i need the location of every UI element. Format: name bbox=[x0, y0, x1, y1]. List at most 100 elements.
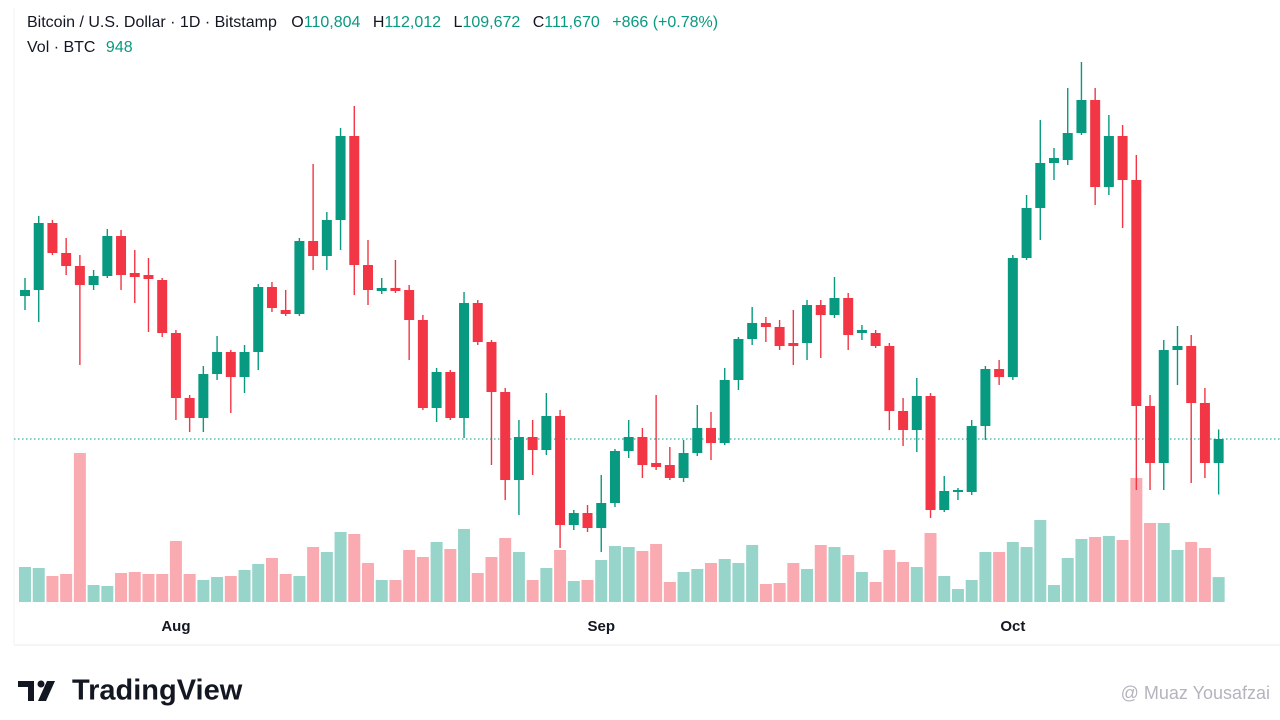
volume-bar bbox=[87, 585, 100, 602]
candle-body bbox=[952, 490, 963, 492]
ohlc-value: 110,804 bbox=[304, 14, 361, 31]
x-tick-label: Sep bbox=[587, 618, 615, 635]
candle-body bbox=[212, 352, 223, 374]
volume-bar bbox=[1198, 548, 1211, 602]
volume-bar bbox=[1048, 585, 1060, 602]
ohlc-key: O bbox=[291, 14, 303, 31]
volume-bar bbox=[156, 574, 169, 602]
candle-body bbox=[294, 241, 305, 314]
volume-bar bbox=[595, 560, 608, 602]
volume-bar bbox=[608, 546, 621, 602]
candle-body bbox=[939, 491, 950, 510]
volume-bar bbox=[389, 580, 402, 602]
volume-bar bbox=[705, 563, 717, 602]
volume-bar bbox=[636, 551, 649, 602]
candle-body bbox=[898, 411, 909, 430]
volume-bar bbox=[238, 570, 251, 602]
volume-bar bbox=[883, 550, 896, 602]
candle-body bbox=[829, 298, 840, 315]
logo-icon bbox=[18, 680, 55, 701]
candle-body bbox=[61, 253, 72, 266]
volume-bar bbox=[1130, 478, 1143, 602]
volume-bar bbox=[746, 545, 759, 602]
volume-bar bbox=[924, 533, 937, 602]
candle-body bbox=[321, 220, 332, 256]
candle-body bbox=[33, 223, 44, 290]
volume-bar bbox=[60, 574, 73, 602]
candle-body bbox=[747, 323, 758, 339]
volume-bar bbox=[787, 563, 800, 602]
candle-body bbox=[500, 392, 511, 480]
candle-body bbox=[472, 303, 483, 342]
watermark: @ Muaz Yousafzai bbox=[1121, 683, 1270, 703]
volume-value: 948 bbox=[106, 39, 133, 56]
x-tick-label: Oct bbox=[1000, 618, 1025, 635]
volume-bar bbox=[224, 576, 237, 602]
volume-bar bbox=[1034, 520, 1047, 602]
volume-bar bbox=[773, 583, 786, 602]
candle-body bbox=[431, 372, 442, 408]
candle-body bbox=[170, 333, 181, 398]
candle-body bbox=[129, 273, 140, 277]
candle-body bbox=[225, 352, 236, 377]
volume-bar bbox=[526, 580, 539, 602]
candle-body bbox=[20, 290, 30, 296]
candle-body bbox=[376, 288, 387, 291]
candle-body bbox=[870, 333, 881, 346]
volume-bar bbox=[101, 586, 114, 602]
candle-body bbox=[1145, 406, 1156, 463]
ohlc-value: 109,672 bbox=[462, 14, 520, 31]
candle-body bbox=[1199, 403, 1210, 463]
volume-bar bbox=[1102, 536, 1115, 602]
candle-body bbox=[1049, 158, 1059, 163]
candle-body bbox=[349, 136, 360, 265]
candle-body bbox=[609, 451, 620, 503]
chart-header: Bitcoin / U.S. Dollar · 1D · Bitstamp O1… bbox=[27, 14, 718, 31]
volume-bar bbox=[19, 567, 31, 602]
candle-body bbox=[239, 352, 250, 377]
candle-body bbox=[843, 298, 854, 335]
candle-body bbox=[1117, 136, 1128, 180]
volume-bar bbox=[46, 576, 59, 602]
candle-body bbox=[994, 369, 1005, 377]
candle-body bbox=[1035, 163, 1046, 208]
candle-body bbox=[623, 437, 634, 451]
volume-bar bbox=[471, 573, 484, 602]
volume-bar bbox=[951, 589, 964, 602]
candle-body bbox=[390, 288, 401, 291]
volume-bar bbox=[732, 563, 745, 602]
candle-body bbox=[184, 398, 195, 418]
ohlc-key: H bbox=[373, 14, 385, 31]
candle-body bbox=[1090, 100, 1101, 187]
volume-bar bbox=[142, 574, 155, 602]
volume-bar bbox=[73, 453, 86, 602]
candle-body bbox=[541, 416, 552, 450]
volume-bar bbox=[1061, 558, 1074, 602]
ohlc-key: L bbox=[454, 14, 463, 31]
symbol-title: Bitcoin / U.S. Dollar · 1D · Bitstamp bbox=[27, 14, 277, 31]
volume-bar bbox=[814, 545, 827, 602]
volume-bar bbox=[1089, 537, 1102, 602]
volume-bar bbox=[307, 547, 320, 602]
volume-bar bbox=[663, 582, 676, 602]
volume-bar bbox=[718, 559, 731, 602]
volume-bar bbox=[1185, 542, 1198, 602]
volume-bar bbox=[567, 581, 580, 602]
volume-bar bbox=[1157, 523, 1170, 602]
volume-bar bbox=[197, 580, 210, 602]
volume-bar bbox=[169, 541, 182, 602]
candle-body bbox=[1158, 350, 1169, 463]
candle-body bbox=[459, 303, 470, 418]
candle-body bbox=[651, 463, 662, 467]
candle-body bbox=[1062, 133, 1073, 160]
volume-bar bbox=[115, 573, 128, 602]
candle-body bbox=[1007, 258, 1018, 377]
candle-body bbox=[308, 241, 319, 256]
logo-text: TradingView bbox=[72, 675, 243, 707]
volume-bar bbox=[828, 547, 841, 602]
candle-body bbox=[1172, 346, 1183, 350]
volume-bar bbox=[897, 562, 910, 602]
candle-body bbox=[582, 513, 593, 528]
